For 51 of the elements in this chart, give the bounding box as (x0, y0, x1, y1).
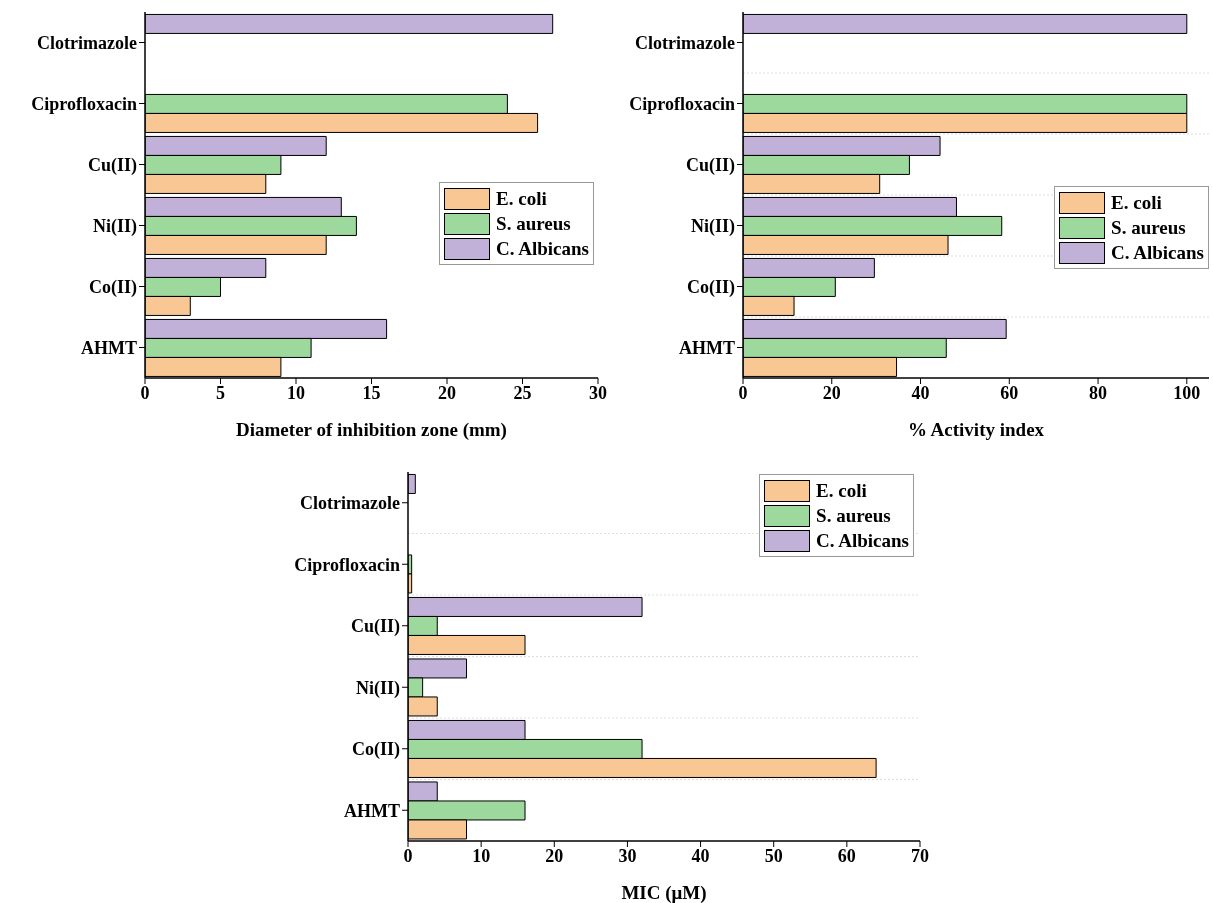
x-tick-label: 30 (589, 382, 607, 403)
x-tick-label: 70 (911, 845, 929, 866)
x-axis-title: MIC (μM) (621, 882, 707, 903)
y-tick-label: Ni(II) (93, 215, 137, 237)
legend-label: S. aureus (496, 212, 571, 235)
x-tick-label: 40 (911, 382, 930, 403)
x-tick-label: 5 (216, 382, 225, 403)
legend-label: C. Albicans (496, 237, 589, 260)
legend-label: E. coli (816, 479, 867, 502)
x-tick-label: 20 (822, 382, 841, 403)
x-axis-title: Diameter of inhibition zone (mm) (236, 419, 507, 441)
legend-label: E. coli (496, 187, 547, 210)
y-tick-label: AHMT (81, 337, 137, 358)
y-tick-label: Ciprofloxacin (294, 554, 400, 575)
legend-label: C. Albicans (816, 529, 909, 552)
x-tick-label: 100 (1173, 382, 1201, 403)
y-tick-label: Co(II) (352, 739, 400, 761)
y-tick-label: Ciprofloxacin (31, 93, 137, 114)
y-tick-label: Clotrimazole (37, 32, 137, 53)
y-tick-label: Clotrimazole (635, 32, 735, 53)
legend-label: S. aureus (1111, 216, 1186, 239)
y-tick-label: Cu(II) (350, 616, 400, 638)
x-tick-label: 25 (513, 382, 532, 403)
x-tick-label: 0 (738, 382, 748, 403)
x-tick-label: 0 (403, 845, 413, 866)
x-tick-label: 30 (618, 845, 637, 866)
y-tick-label: Co(II) (687, 276, 735, 298)
legend-label: C. Albicans (1111, 241, 1204, 264)
y-tick-label: AHMT (344, 800, 400, 821)
x-tick-label: 60 (1000, 382, 1019, 403)
x-tick-label: 0 (140, 382, 150, 403)
y-tick-label: Cu(II) (685, 154, 735, 176)
legend-label: E. coli (1111, 191, 1162, 214)
x-axis-title: % Activity index (907, 419, 1045, 440)
x-tick-label: 20 (438, 382, 456, 403)
y-tick-label: Ciprofloxacin (629, 93, 735, 114)
x-tick-label: 60 (837, 845, 856, 866)
y-tick-label: AHMT (679, 337, 735, 358)
y-tick-label: Clotrimazole (300, 493, 400, 514)
y-tick-label: Co(II) (89, 276, 137, 298)
y-tick-label: Ni(II) (356, 677, 400, 699)
x-tick-label: 40 (691, 845, 710, 866)
x-tick-label: 15 (362, 382, 381, 403)
x-tick-label: 20 (545, 845, 564, 866)
y-tick-label: Cu(II) (87, 154, 137, 176)
x-tick-label: 80 (1089, 382, 1108, 403)
y-tick-label: Ni(II) (691, 215, 735, 237)
x-tick-label: 10 (472, 845, 491, 866)
legend-label: S. aureus (816, 504, 891, 527)
x-tick-label: 10 (287, 382, 305, 403)
x-tick-label: 50 (764, 845, 783, 866)
